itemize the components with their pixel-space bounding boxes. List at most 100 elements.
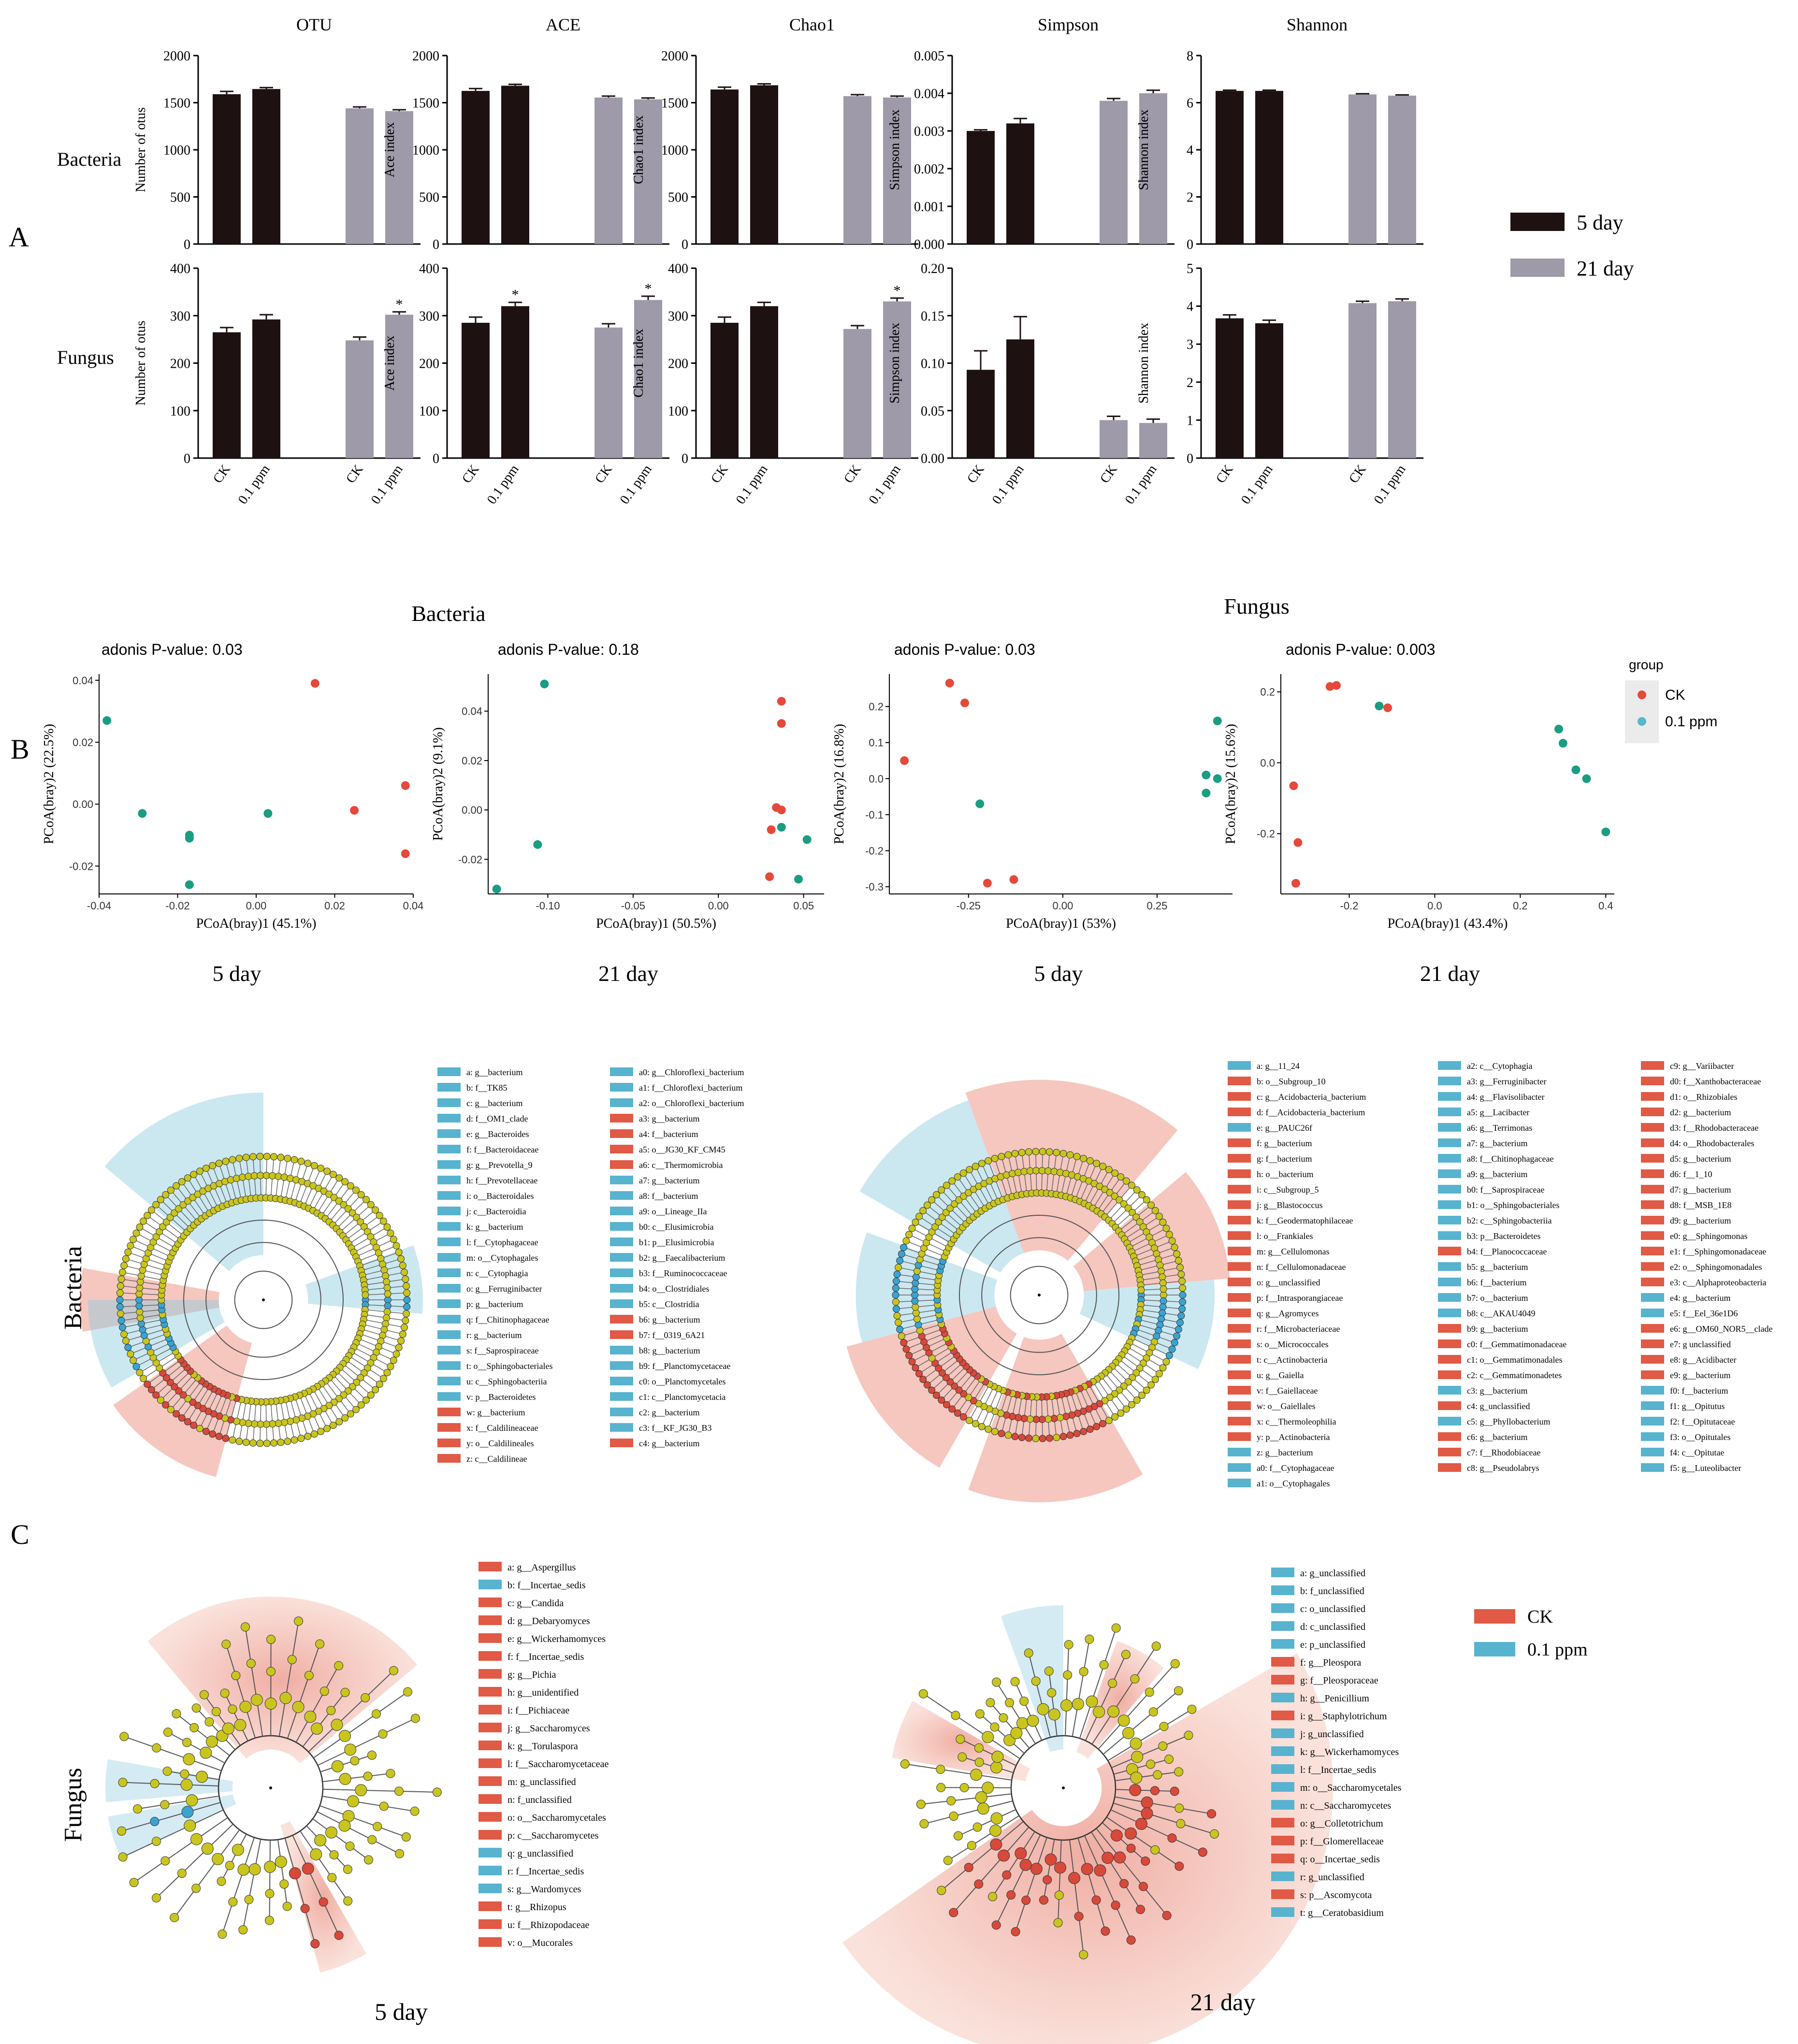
taxa-label: h: g__Penicillium (1300, 1693, 1369, 1704)
y-tick-label: 0.00 (72, 798, 93, 810)
taxa-swatch (1438, 1061, 1461, 1070)
taxa-swatch (1271, 1871, 1294, 1881)
tree-node (343, 1864, 352, 1874)
tree-node (177, 1869, 187, 1878)
y-axis-label: Chao1 index (631, 329, 646, 397)
taxa-label: a3: g__Ferruginibacter (1467, 1077, 1546, 1086)
y-tick-label: 0 (682, 451, 688, 466)
tree-node (991, 1155, 999, 1163)
tree-node (1158, 1741, 1168, 1751)
tree-node (372, 1206, 379, 1214)
taxa-swatch (610, 1346, 633, 1354)
taxa-swatch (610, 1268, 633, 1277)
tree-node (173, 1182, 180, 1190)
tree-node (1025, 1434, 1032, 1442)
y-tick-label: 1000 (412, 143, 439, 158)
taxa-swatch (478, 1901, 502, 1911)
tree-node (190, 1422, 198, 1429)
taxa-label: d: f__OM1_clade (466, 1114, 528, 1123)
tree-node (974, 1879, 984, 1889)
taxa-swatch (1641, 1092, 1664, 1101)
taxa-swatch (1641, 1432, 1664, 1441)
tree-branch (124, 1736, 222, 1771)
tree-node (340, 1687, 350, 1697)
tree-node (1167, 1833, 1177, 1843)
tree-node (382, 1272, 390, 1280)
tree-node (1111, 1192, 1118, 1200)
taxa-swatch (1438, 1123, 1461, 1132)
point-ck (945, 678, 954, 688)
tree-node (432, 1787, 442, 1797)
taxa-label: c5: g__Phyllobacterium (1467, 1417, 1550, 1426)
tree-node (191, 1884, 201, 1893)
tree-node (946, 1796, 956, 1806)
taxa-label: t: c__Actinobacteria (1257, 1355, 1327, 1365)
tree-node (938, 1369, 946, 1377)
clade-highlight (105, 1759, 233, 1802)
pcoa-legend-title: group (1629, 657, 1664, 672)
tree-node (1138, 1391, 1146, 1399)
taxa-label: y: o__Caldilineales (466, 1439, 534, 1448)
tree-node (300, 1904, 310, 1914)
taxa-swatch (1641, 1463, 1664, 1472)
tree-node (1139, 1359, 1147, 1367)
tree-node (1011, 1927, 1020, 1937)
tree-node (402, 1275, 409, 1283)
clade-highlight (108, 1794, 236, 1858)
tree-node (403, 1289, 411, 1297)
tree-node (954, 1173, 961, 1181)
tree-node (1160, 1291, 1167, 1299)
tree-node (1151, 1376, 1159, 1383)
tree-node (893, 1270, 901, 1278)
tree-node (263, 1152, 271, 1160)
taxa-label: f: g__Pleospora (1300, 1657, 1361, 1668)
tree-node (196, 1425, 203, 1432)
bar (843, 329, 871, 458)
taxa-swatch (478, 1794, 502, 1804)
tree-node (325, 1826, 338, 1839)
tree-node (1068, 1872, 1081, 1885)
tree-node (341, 1414, 349, 1422)
tree-node (914, 1321, 922, 1329)
tree-node (1145, 1687, 1154, 1697)
taxa-label: p: c__Saccharomycetes (508, 1830, 598, 1841)
taxa-swatch (610, 1129, 633, 1138)
taxa-swatch (478, 1776, 502, 1786)
tree-node (363, 1364, 371, 1372)
tree-node (911, 1291, 919, 1299)
tree-node (179, 1201, 187, 1209)
tree-branch (320, 1755, 372, 1772)
tree-branch (167, 1731, 225, 1764)
tree-node (1111, 1900, 1120, 1910)
tree-node (238, 1925, 248, 1935)
tree-node (229, 1436, 236, 1444)
taxa-swatch (1641, 1185, 1664, 1194)
tree-node (1116, 1386, 1123, 1394)
point-ck (401, 849, 410, 858)
taxa-label: k: g__Wickerhamomyces (1300, 1747, 1399, 1757)
bar (750, 306, 778, 458)
taxa-label: u: f__Rhizopodaceae (508, 1920, 589, 1930)
tree-node (389, 1666, 398, 1675)
taxa-swatch (1271, 1639, 1294, 1649)
panel-label-a: A (9, 221, 29, 253)
tree-node (136, 1369, 144, 1377)
y-tick-label: 0 (1187, 237, 1193, 252)
taxa-swatch (1228, 1463, 1251, 1472)
tree-node (1030, 1863, 1043, 1875)
taxa-swatch (1228, 1216, 1251, 1224)
bar-chart-bacteria-2: 0 500 1000 1500 2000 Ace index ACE (382, 15, 669, 252)
tree-node (1053, 1434, 1060, 1441)
tree-node (960, 1192, 968, 1200)
taxa-label: p: g__bacterium (466, 1299, 523, 1309)
taxa-label: o: o__Saccharomycetales (508, 1813, 606, 1823)
taxa-label: r: g_unclassified (1300, 1872, 1364, 1883)
pcoa-label-4: 21 day (1420, 961, 1480, 986)
taxa-label: e7: g unclassified (1670, 1339, 1731, 1349)
y-tick-label: 0.003 (914, 124, 944, 139)
taxa-swatch (437, 1268, 461, 1277)
tree-node (297, 1157, 305, 1165)
taxa-label: n: c__Cytophagia (466, 1268, 528, 1278)
tree-node (118, 1852, 128, 1862)
point-0-1-ppm (1202, 770, 1211, 779)
